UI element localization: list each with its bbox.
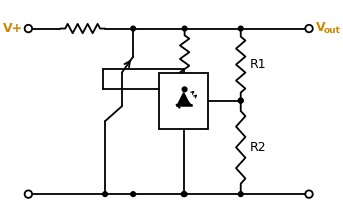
Text: out: out	[324, 26, 341, 35]
Circle shape	[238, 98, 243, 103]
Text: V+: V+	[2, 22, 23, 35]
Circle shape	[238, 192, 243, 196]
Circle shape	[182, 87, 187, 92]
Text: V: V	[316, 21, 325, 34]
Circle shape	[25, 25, 32, 32]
Circle shape	[305, 25, 313, 32]
Circle shape	[305, 190, 313, 198]
Circle shape	[238, 26, 243, 31]
Text: R2: R2	[250, 141, 267, 154]
Circle shape	[131, 192, 135, 196]
Text: R1: R1	[250, 58, 267, 71]
Circle shape	[25, 190, 32, 198]
Circle shape	[181, 192, 186, 196]
Bar	[159, 73, 208, 129]
Circle shape	[103, 192, 107, 196]
Circle shape	[238, 98, 243, 103]
Circle shape	[131, 26, 135, 31]
Circle shape	[182, 192, 187, 196]
Circle shape	[182, 26, 187, 31]
Polygon shape	[178, 93, 190, 105]
